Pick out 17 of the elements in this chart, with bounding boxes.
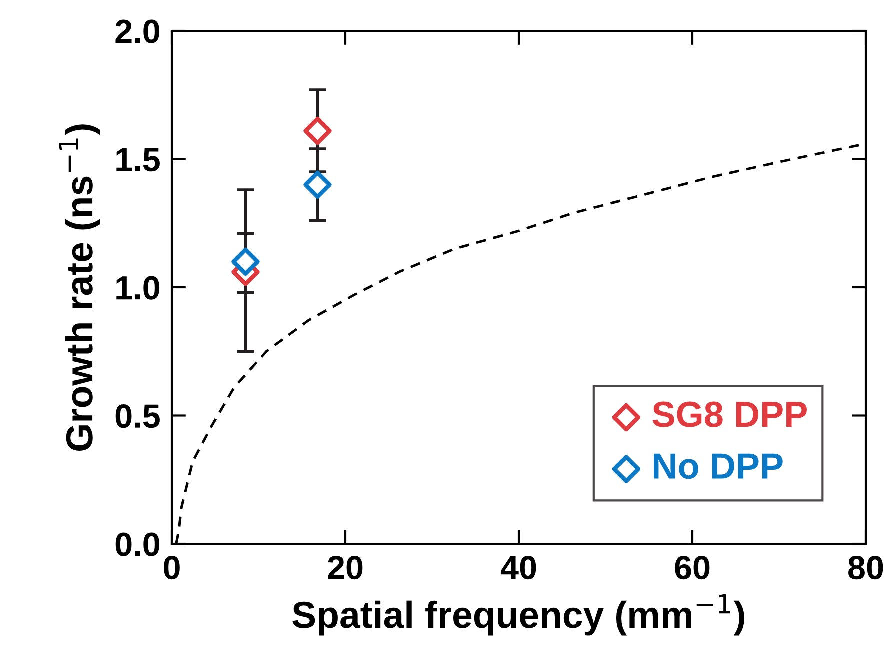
point: [304, 116, 332, 146]
point: [304, 170, 332, 200]
point: [232, 248, 260, 276]
x-tick-label: 0: [164, 556, 180, 580]
y-tick-label: 1.5: [116, 148, 160, 172]
y-tick-label: 2.0: [116, 20, 160, 44]
x-tick-label: 60: [675, 556, 710, 580]
y-tick-label: 1.0: [116, 276, 160, 300]
x-tick-label: 40: [500, 556, 536, 580]
x-tick-label: 80: [848, 556, 884, 580]
y-tick-label: 0.5: [116, 404, 160, 428]
legend-label: No DPP: [654, 454, 783, 480]
y-axis-title: Growth rate (ns$^{−1}$): [59, 124, 100, 451]
y-tick-label: 0.0: [116, 532, 160, 556]
x-axis-title: Spatial frequency (mm$^{−1}$): [292, 594, 744, 636]
legend-label: SG8 DPP: [652, 402, 807, 428]
x-tick-label: 20: [328, 556, 363, 580]
